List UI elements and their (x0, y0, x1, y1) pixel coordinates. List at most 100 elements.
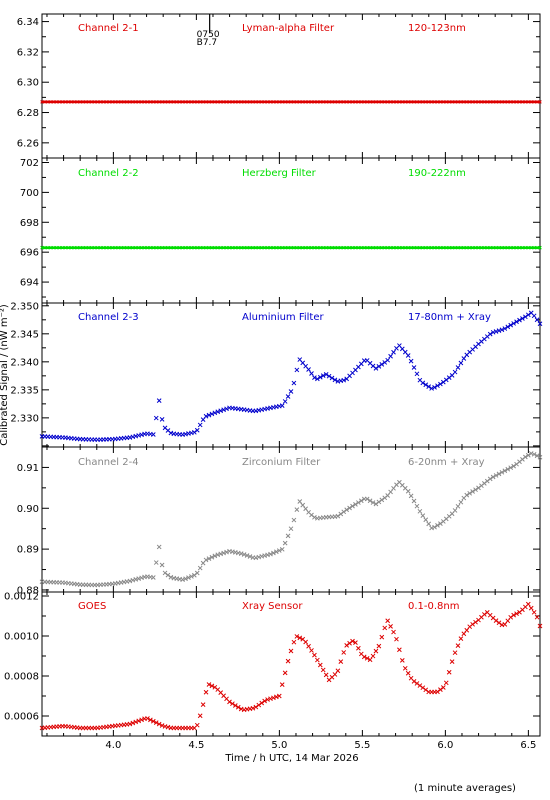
y-tick-label: 0.91 (17, 463, 39, 474)
x-tick-label: 4.0 (105, 740, 121, 751)
y-tick-label: 696 (20, 248, 39, 259)
data-point (139, 717, 144, 723)
data-point (323, 371, 329, 377)
data-point (347, 505, 352, 511)
data-point (332, 672, 338, 677)
data-point (361, 654, 367, 660)
x-tick-label: 6.0 (437, 740, 453, 751)
data-point (338, 511, 344, 517)
data-point (312, 652, 317, 658)
data-point (435, 383, 440, 389)
data-point (194, 427, 200, 433)
data-point (423, 382, 429, 388)
data-point (511, 463, 516, 469)
data-point (411, 678, 417, 684)
data-point (420, 685, 426, 691)
x-tick-label: 5.0 (271, 740, 287, 751)
data-point (397, 647, 402, 653)
data-point (335, 668, 341, 674)
panel-goes-xray: GOES Xray Sensor 0.1-0.8nm 0.0006 0.0008 0… (4, 592, 543, 737)
data-point (341, 650, 347, 655)
data-point (493, 473, 499, 478)
data-point (435, 523, 440, 528)
y-tick-label: 0.0012 (4, 592, 39, 603)
data-point (411, 498, 417, 504)
data-point (197, 713, 203, 719)
panel-filter-label: Xray Sensor (242, 601, 303, 612)
data-point (306, 367, 311, 372)
data-point (156, 398, 162, 403)
data-point (317, 374, 323, 380)
data-point (356, 500, 361, 505)
data-point (525, 452, 531, 458)
panel-channel-label: Channel 2-4 (78, 457, 139, 468)
data-point (347, 640, 352, 646)
data-point (235, 704, 241, 710)
data-point (358, 498, 364, 504)
data-point (215, 409, 221, 415)
data-point (224, 406, 229, 412)
panel-band-label: 17-80nm + Xray (408, 312, 491, 323)
y-tick-label: 6.28 (17, 108, 39, 119)
data-point (209, 554, 215, 560)
data-point (312, 514, 317, 520)
panel-band-label: 6-20nm + Xray (408, 457, 485, 468)
data-point (414, 681, 420, 686)
data-point (203, 557, 209, 563)
y-tick-label: 702 (20, 158, 39, 169)
data-point (487, 331, 493, 337)
data-point (470, 489, 475, 494)
data-point (452, 369, 458, 375)
data-point (376, 643, 382, 649)
data-point (320, 667, 326, 673)
data-point (206, 412, 212, 418)
data-point (464, 492, 470, 498)
data-point (315, 657, 320, 663)
data-point (487, 476, 493, 482)
data-point (200, 702, 206, 707)
panel-channel-2-2: Channel 2-2 Herzberg Filter 190-222nm 69… (20, 158, 542, 303)
data-point (517, 317, 522, 323)
data-point (458, 499, 464, 505)
panel-channel-label: Channel 2-1 (78, 23, 139, 34)
panel-channel-label: Channel 2-3 (78, 312, 139, 323)
data-point (496, 471, 502, 477)
data-point (511, 321, 516, 326)
panel-channel-label: Channel 2-2 (78, 168, 139, 179)
data-point (247, 554, 253, 559)
data-point (534, 317, 540, 323)
data-point (376, 499, 382, 505)
x-tick-label: 5.5 (354, 740, 370, 751)
event-marker-time: 0750 (197, 30, 220, 40)
data-point (408, 493, 414, 499)
data-point (353, 502, 358, 507)
data-point (379, 497, 385, 503)
data-point (531, 451, 537, 457)
data-point (156, 721, 162, 727)
data-point (438, 381, 443, 387)
data-point (417, 683, 423, 688)
data-point (282, 540, 288, 546)
y-tick-label: 0.0010 (4, 632, 39, 643)
panel-channel-2-1: Channel 2-1 Lyman-alpha Filter 120-123nm… (17, 14, 542, 159)
data-point (385, 357, 391, 363)
data-point (153, 560, 159, 565)
panel-frame (41, 591, 541, 737)
data-point (531, 609, 537, 615)
data-point (159, 417, 165, 422)
data-point (294, 507, 300, 512)
event-marker-class: B7.7 (197, 38, 218, 48)
data-point (297, 635, 303, 641)
y-tick-label: 698 (20, 218, 39, 229)
data-point (388, 353, 393, 359)
y-tick-label: 2.330 (10, 413, 39, 424)
data-point (253, 704, 259, 710)
panel-channel-2-3: Channel 2-3 Aluminium Filter 17-80nm + X… (10, 301, 543, 447)
data-point (438, 521, 443, 526)
data-point (496, 620, 502, 626)
data-point (303, 639, 309, 645)
data-point (203, 413, 209, 419)
data-point (388, 624, 393, 629)
data-point (335, 513, 341, 519)
